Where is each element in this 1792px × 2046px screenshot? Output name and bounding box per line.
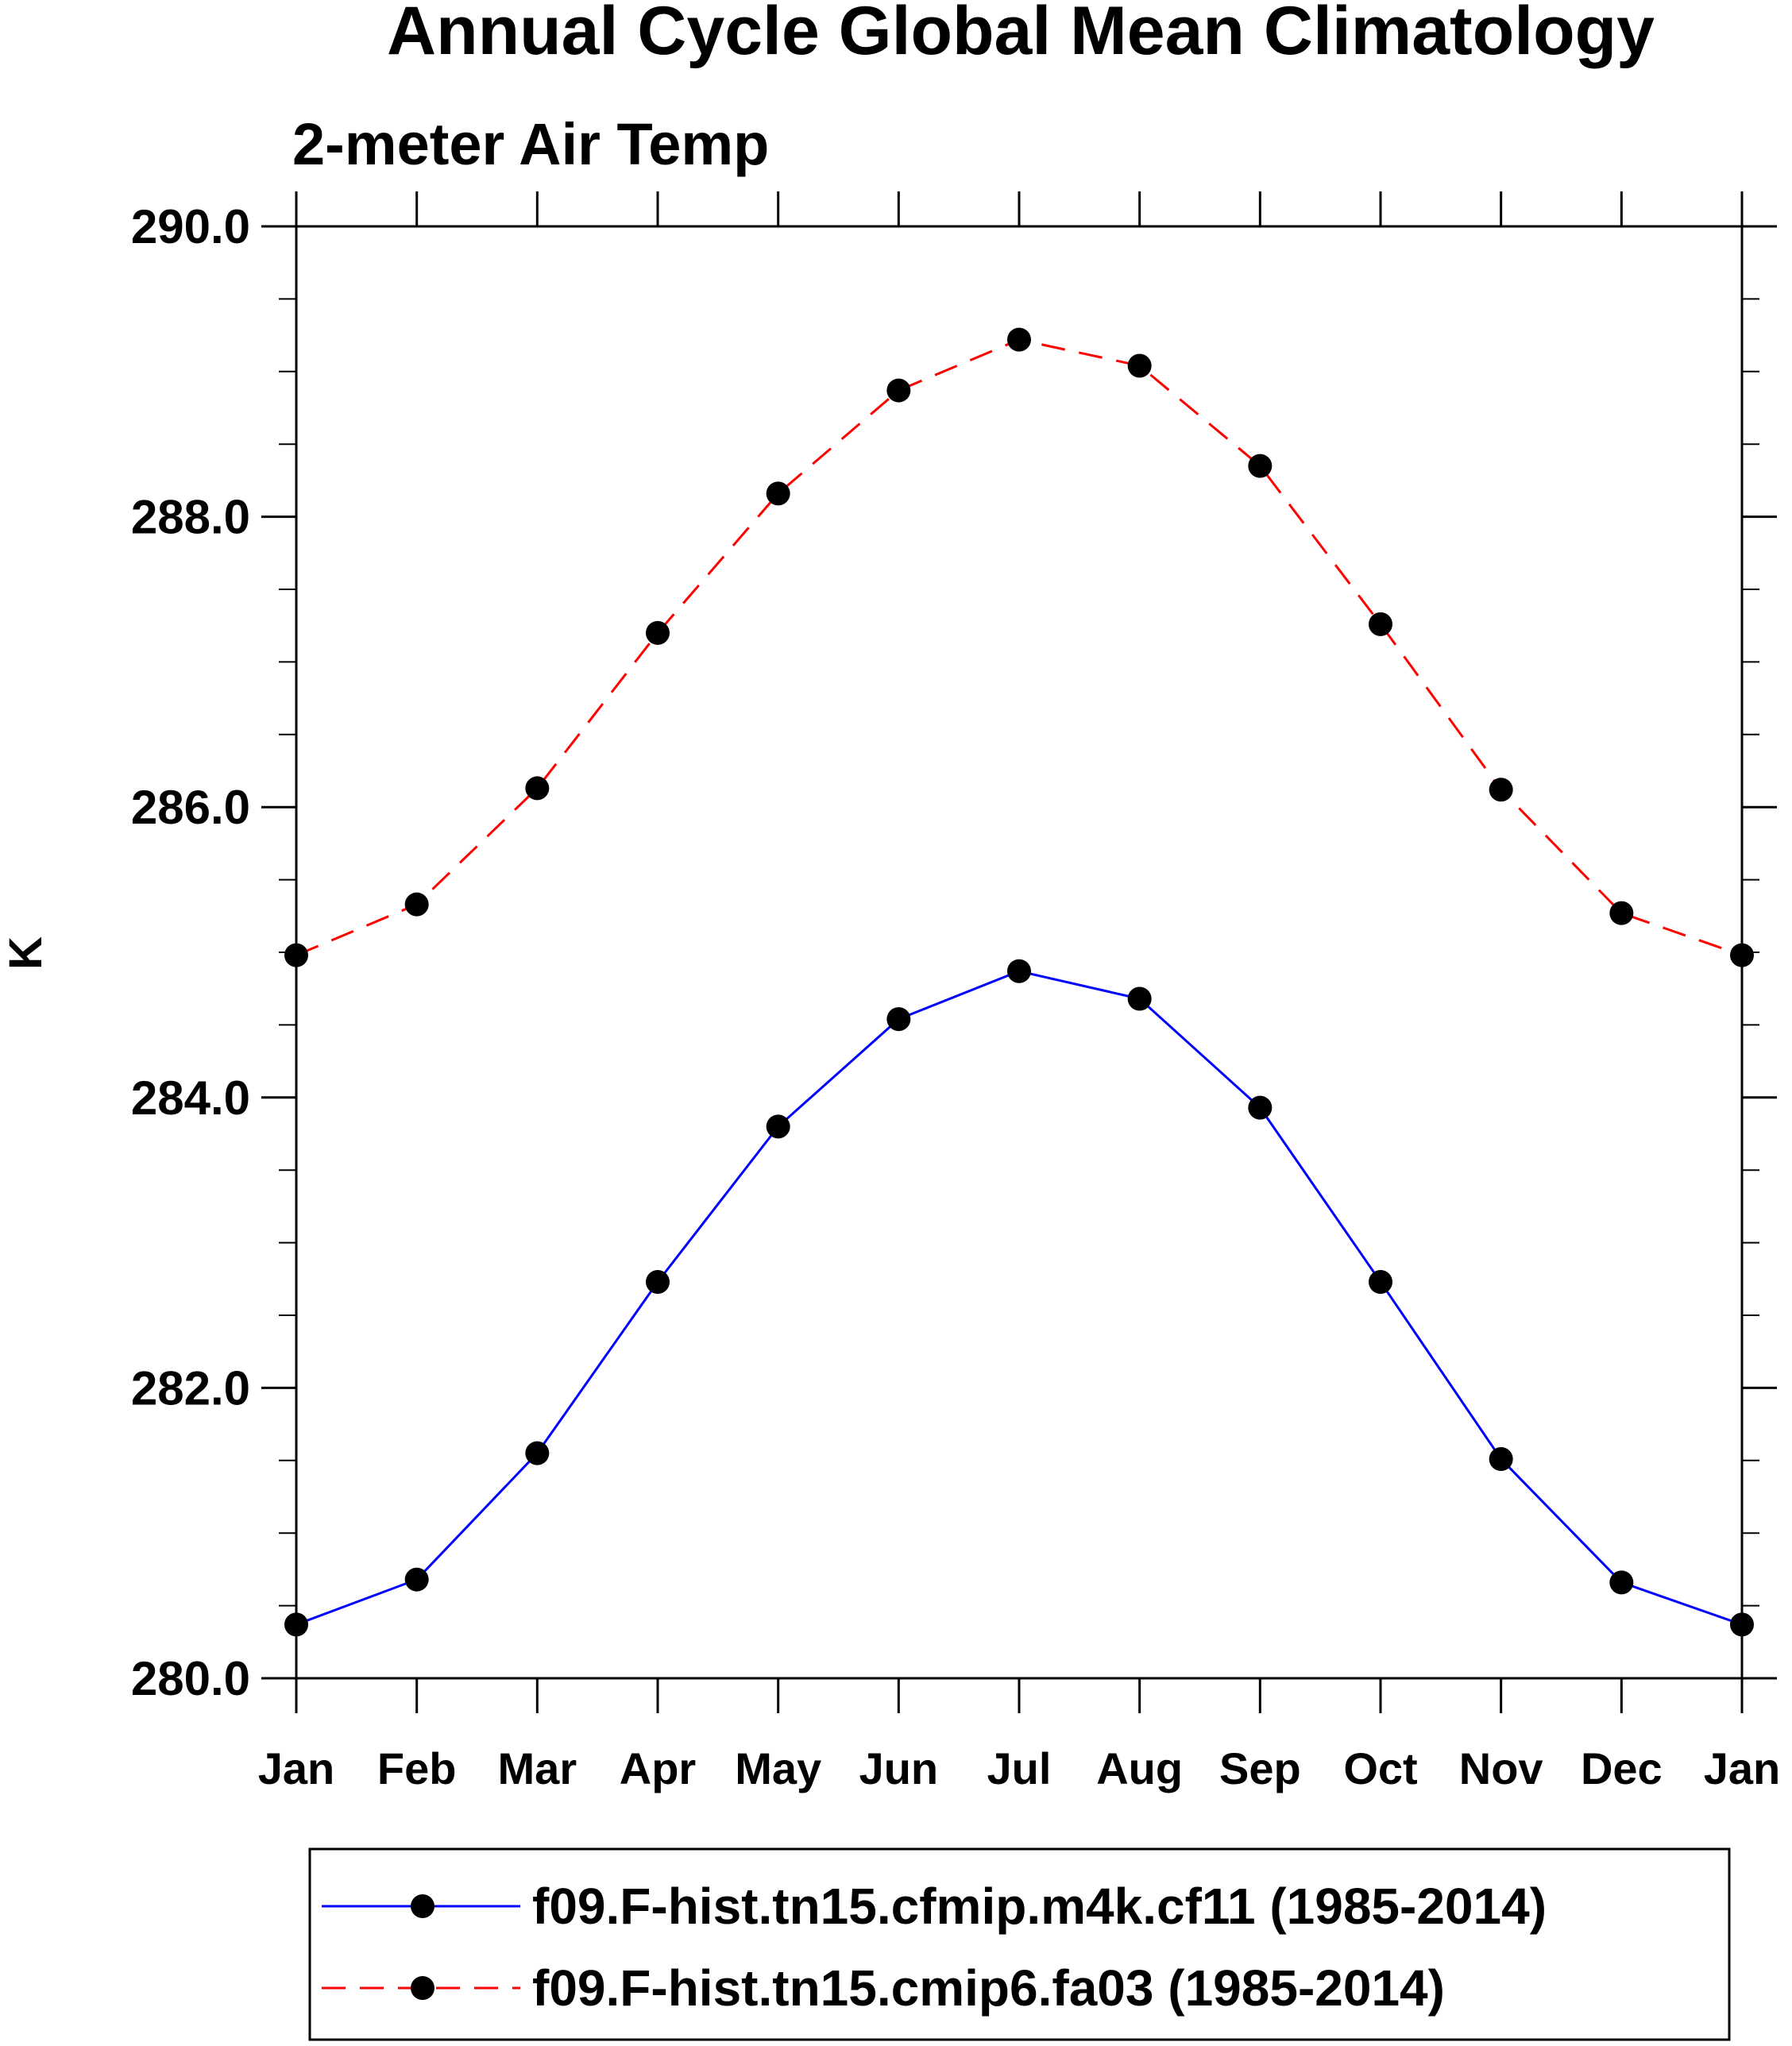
series-layer <box>284 327 1754 1637</box>
data-point <box>1489 1446 1513 1471</box>
x-tick-label: Jun <box>859 1743 939 1793</box>
data-point <box>646 620 670 645</box>
chart-title: Annual Cycle Global Mean Climatology <box>387 0 1655 69</box>
x-tick-label: Aug <box>1096 1743 1183 1793</box>
data-point <box>886 378 911 403</box>
x-tick-label: Feb <box>377 1743 457 1793</box>
data-point <box>1127 986 1152 1011</box>
data-point <box>1369 612 1392 636</box>
data-point <box>646 1269 670 1294</box>
x-tick-label: Oct <box>1343 1743 1417 1793</box>
plot-frame <box>295 225 1744 1680</box>
y-tick-label: 280.0 <box>131 1652 250 1705</box>
data-point <box>1730 943 1754 967</box>
data-point <box>1248 454 1273 478</box>
x-tick-label: Mar <box>498 1743 577 1793</box>
data-point <box>1609 901 1634 925</box>
data-point <box>886 1007 911 1032</box>
series-1 <box>284 327 1754 967</box>
data-point <box>766 1114 790 1139</box>
chart-subtitle: 2-meter Air Temp <box>292 111 769 177</box>
legend-box <box>308 1847 1731 2041</box>
x-tick-label: Apr <box>620 1743 696 1793</box>
legend: f09.F-hist.tn15.cfmip.m4k.cf11 (1985-201… <box>308 1847 1731 2041</box>
y-tick-label: 290.0 <box>131 200 250 253</box>
y-tick-label: 284.0 <box>131 1071 250 1125</box>
data-point <box>766 481 790 506</box>
data-point <box>284 1612 308 1637</box>
legend-label-1: f09.F-hist.tn15.cmip6.fa03 (1985-2014) <box>532 1959 1445 2017</box>
series-0 <box>284 959 1754 1637</box>
data-point <box>404 892 429 917</box>
series-line <box>295 338 1743 957</box>
data-point <box>1007 959 1031 983</box>
data-point <box>1007 327 1031 352</box>
legend-label-0: f09.F-hist.tn15.cfmip.m4k.cf11 (1985-201… <box>532 1878 1547 1935</box>
data-point <box>1127 353 1152 378</box>
data-point <box>525 776 550 801</box>
data-point <box>404 1567 429 1592</box>
data-point <box>284 943 308 967</box>
legend-marker-0 <box>411 1894 434 1918</box>
x-tick-label: May <box>735 1743 821 1793</box>
data-point <box>1369 1269 1392 1294</box>
legend-marker-1 <box>411 1976 434 2000</box>
y-axis-label: K <box>0 936 52 970</box>
x-tick-label: Nov <box>1459 1743 1543 1793</box>
x-tick-label: Dec <box>1581 1743 1663 1793</box>
data-point <box>525 1441 550 1465</box>
x-tick-label: Jan <box>1704 1743 1781 1793</box>
data-point <box>1609 1570 1634 1595</box>
axes: 280.0 282.0 284.0 286.0 288.0 290.0 Jan Feb Mar A… <box>131 191 1780 1793</box>
data-point <box>1489 778 1513 802</box>
x-tick-label: Jul <box>987 1743 1052 1793</box>
data-point <box>1248 1095 1273 1120</box>
y-tick-label: 288.0 <box>131 491 250 544</box>
data-point <box>1730 1612 1754 1637</box>
series-line <box>295 970 1743 1626</box>
y-tick-label: 282.0 <box>131 1361 250 1415</box>
y-tick-label: 286.0 <box>131 781 250 834</box>
x-tick-label: Jan <box>258 1743 335 1793</box>
x-tick-label: Sep <box>1219 1743 1301 1793</box>
